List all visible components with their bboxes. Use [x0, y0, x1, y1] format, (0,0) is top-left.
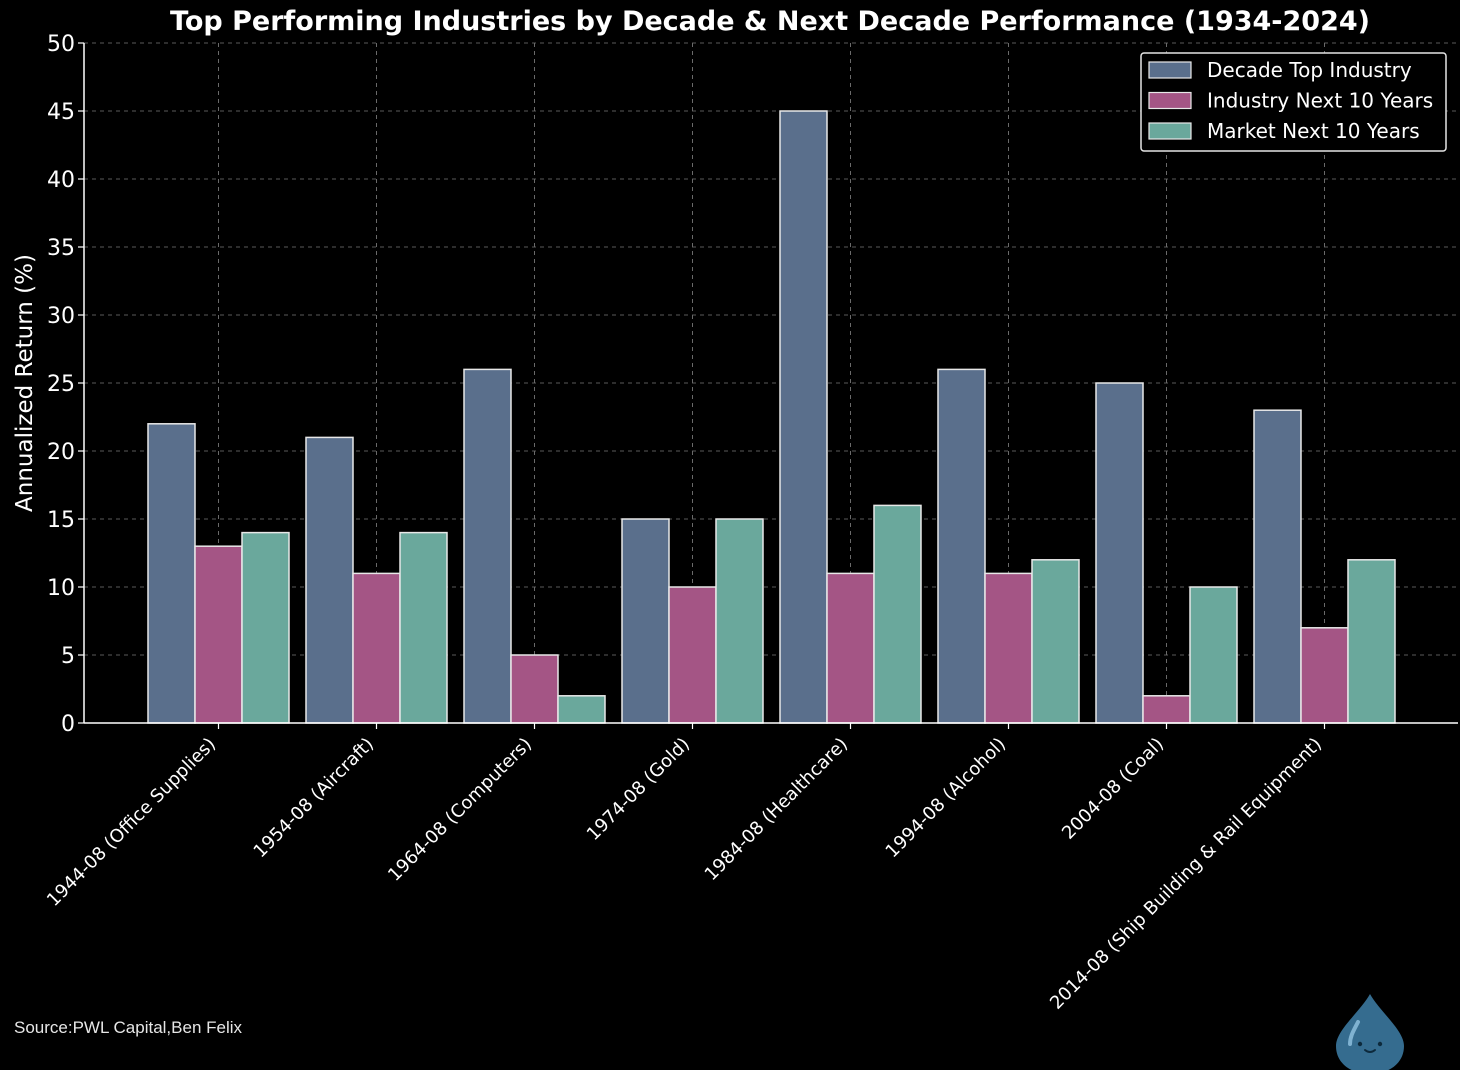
bar-3-2	[399, 531, 448, 724]
y-tick-label: 5	[61, 644, 75, 669]
y-tick-label: 30	[47, 304, 75, 329]
x-tick-label: 1984-08 (Healthcare)	[701, 734, 852, 885]
bar-1-8	[1253, 409, 1302, 724]
bars-group	[147, 110, 1396, 724]
y-tick-label: 20	[47, 440, 75, 465]
bar-1-7	[1095, 382, 1144, 724]
legend-label: Industry Next 10 Years	[1207, 89, 1433, 113]
bar-3-5	[873, 504, 922, 724]
legend-swatch	[1148, 122, 1192, 140]
bar-3-4	[715, 518, 764, 724]
legend-swatch	[1148, 91, 1192, 110]
bar-3-7	[1189, 586, 1238, 724]
y-tick-label: 15	[47, 508, 75, 533]
bar-1-4	[621, 518, 670, 724]
bar-3-3	[557, 695, 606, 724]
x-tick-label: 1974-08 (Gold)	[583, 734, 694, 845]
y-tick-label: 35	[47, 236, 75, 261]
x-tick-label: 1954-08 (Aircraft)	[250, 734, 378, 862]
chart-title: Top Performing Industries by Decade & Ne…	[170, 6, 1370, 37]
water-drop-icon	[1336, 994, 1404, 1070]
y-tick-label: 25	[47, 372, 75, 397]
bar-2-2	[352, 572, 401, 724]
axes	[78, 42, 1458, 729]
bar-3-6	[1031, 559, 1080, 724]
legend-label: Market Next 10 Years	[1207, 119, 1420, 143]
grid-lines	[84, 42, 1458, 723]
bar-2-4	[668, 586, 717, 724]
legend-box	[1140, 52, 1447, 152]
x-tick-label: 2014-08 (Ship Building & Rail Equipment)	[1046, 734, 1326, 1014]
y-tick-label: 50	[47, 32, 75, 57]
y-tick-label: 45	[47, 100, 75, 125]
bar-1-5	[779, 110, 828, 724]
source-note: Source:PWL Capital,Ben Felix	[14, 1018, 243, 1037]
x-tick-label: 2004-08 (Coal)	[1058, 734, 1168, 844]
bar-2-6	[984, 572, 1033, 724]
legend-label: Decade Top Industry	[1207, 58, 1412, 82]
x-tick-label: 1944-08 (Office Supplies)	[43, 734, 220, 911]
bar-2-3	[510, 654, 559, 724]
bar-2-1	[194, 545, 243, 724]
legend-swatch	[1148, 61, 1192, 79]
y-tick-label: 40	[47, 168, 75, 193]
bar-2-5	[826, 572, 875, 724]
bar-1-6	[937, 368, 986, 724]
legend: Decade Top Industry Industry Next 10 Year…	[1140, 52, 1447, 152]
bar-1-2	[305, 436, 354, 724]
bar-2-8	[1300, 627, 1349, 724]
y-tick-label: 10	[47, 576, 75, 601]
bar-3-8	[1347, 559, 1396, 724]
y-axis-label: Annualized Return (%)	[12, 254, 38, 512]
bar-1-1	[147, 423, 196, 724]
x-tick-label: 1994-08 (Alcohol)	[882, 734, 1010, 862]
y-tick-label: 0	[61, 712, 75, 737]
x-tick-labels: 1944-08 (Office Supplies) 1954-08 (Aircra…	[43, 734, 1326, 1014]
y-tick-labels: 0 5 10 15 20 25 30 35 40 45 50	[47, 32, 75, 737]
bar-3-1	[241, 531, 290, 724]
bar-2-7	[1142, 695, 1191, 724]
x-tick-label: 1964-08 (Computers)	[384, 734, 536, 886]
bar-1-3	[463, 368, 512, 724]
